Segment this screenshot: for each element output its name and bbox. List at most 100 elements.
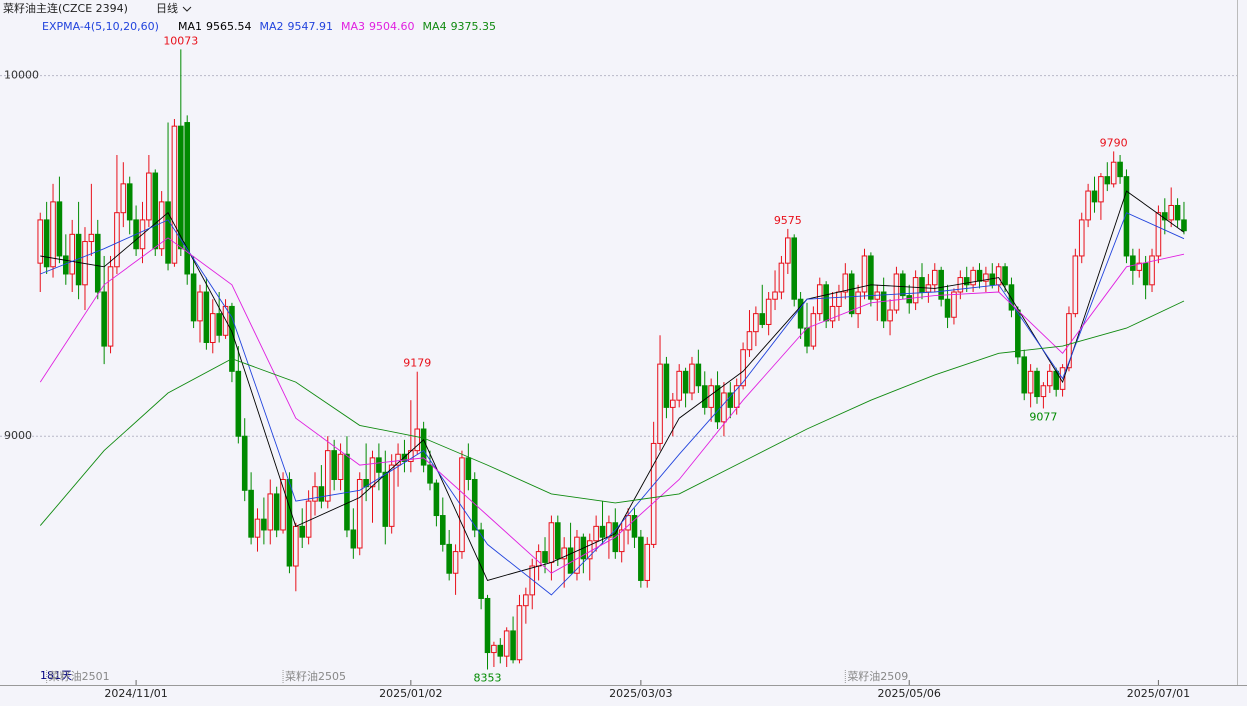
candle-body [804, 327, 810, 347]
extreme-label: 9179 [403, 357, 431, 370]
candle-body [286, 478, 293, 567]
candle-body [855, 291, 861, 315]
candle-body [523, 594, 529, 607]
candle-body [887, 309, 893, 322]
candle-body [701, 385, 708, 408]
candle-body [216, 313, 222, 336]
candle-body [158, 201, 165, 250]
candle-body [765, 298, 772, 325]
candle-body [107, 266, 114, 347]
candle-body [465, 457, 472, 480]
candle-body [114, 212, 120, 268]
candle-body [56, 201, 63, 257]
candle-body [753, 313, 759, 333]
contract-label: 菜籽油2509 [847, 669, 908, 683]
candle-body [1021, 356, 1028, 394]
x-tick-label: 2025/05/06 [878, 687, 941, 700]
candle-body [273, 493, 280, 531]
candle-body [1027, 370, 1034, 394]
candle-body [229, 305, 235, 372]
candle-body [868, 255, 874, 300]
candle-body [261, 518, 267, 531]
candle-body [459, 457, 465, 553]
legend-name: MA2 [260, 20, 284, 33]
candle-body [1123, 176, 1130, 257]
candle-body [350, 529, 357, 549]
candle-body [695, 363, 702, 387]
candle-body [772, 291, 778, 300]
candle-body [919, 277, 925, 293]
candle-body [337, 453, 344, 480]
candle-body [816, 284, 823, 315]
period-dropdown-icon[interactable] [182, 6, 192, 12]
candle-body [1091, 190, 1098, 203]
candle-body [900, 273, 906, 297]
legend-value: 9375.35 [451, 20, 497, 33]
candle-body [727, 392, 734, 408]
candle-body [976, 269, 983, 282]
candle-body [714, 385, 721, 423]
candle-body [861, 255, 868, 293]
candle-body [1085, 190, 1091, 221]
candle-body [484, 597, 491, 654]
candle-body [88, 233, 95, 243]
candle-body [395, 453, 401, 466]
candle-body [657, 363, 663, 444]
candle-body [1066, 313, 1072, 369]
candle-body [529, 565, 536, 596]
candle-body [376, 457, 382, 473]
candle-body [970, 269, 976, 286]
candle-body [69, 233, 76, 275]
candle-body [388, 464, 395, 527]
candle-body [1142, 262, 1149, 286]
candle-body [893, 273, 900, 311]
ma-line [40, 190, 1185, 581]
candle-body [171, 125, 178, 264]
extreme-label: 8353 [474, 671, 502, 684]
candle-body [439, 515, 446, 545]
candle-body [37, 219, 44, 264]
candle-body [836, 291, 842, 307]
candle-body [331, 450, 337, 480]
candle-body [356, 478, 363, 549]
candle-body [721, 392, 727, 423]
candle-body [983, 273, 989, 282]
candle-body [944, 298, 951, 318]
candle-body [324, 450, 331, 502]
candle-body [510, 630, 516, 661]
candle-body [414, 428, 421, 452]
legend-name: MA3 [341, 20, 365, 33]
candle-body [606, 522, 612, 538]
ma-line [40, 212, 1185, 596]
candle-body [785, 237, 791, 264]
candle-body [963, 277, 970, 286]
candle-body [650, 442, 657, 545]
candle-body [293, 525, 299, 567]
candle-body [689, 363, 695, 394]
candle-body [951, 291, 957, 318]
candle-body [599, 525, 606, 538]
candle-body [631, 515, 638, 538]
legend-value: 9547.91 [288, 20, 334, 33]
candle-body [912, 277, 919, 304]
candle-body [152, 172, 159, 250]
candle-body [197, 291, 203, 322]
candle-body [190, 273, 197, 322]
y-tick-label: 9000 [4, 429, 32, 442]
candle-body [222, 305, 229, 336]
candle-body [1002, 266, 1008, 286]
candle-body [842, 273, 849, 293]
candle-body [1046, 370, 1053, 387]
candle-body [708, 385, 714, 408]
legend-value: 9565.54 [206, 20, 252, 33]
candle-body [542, 551, 548, 563]
period[interactable]: 日线 [156, 1, 178, 15]
candle-body [829, 305, 836, 322]
candle-body [1034, 370, 1040, 398]
candle-body [401, 453, 408, 462]
candle-body [305, 500, 312, 538]
candle-body [146, 172, 152, 221]
candle-body [43, 219, 50, 268]
legend-value: 9504.60 [369, 20, 415, 33]
